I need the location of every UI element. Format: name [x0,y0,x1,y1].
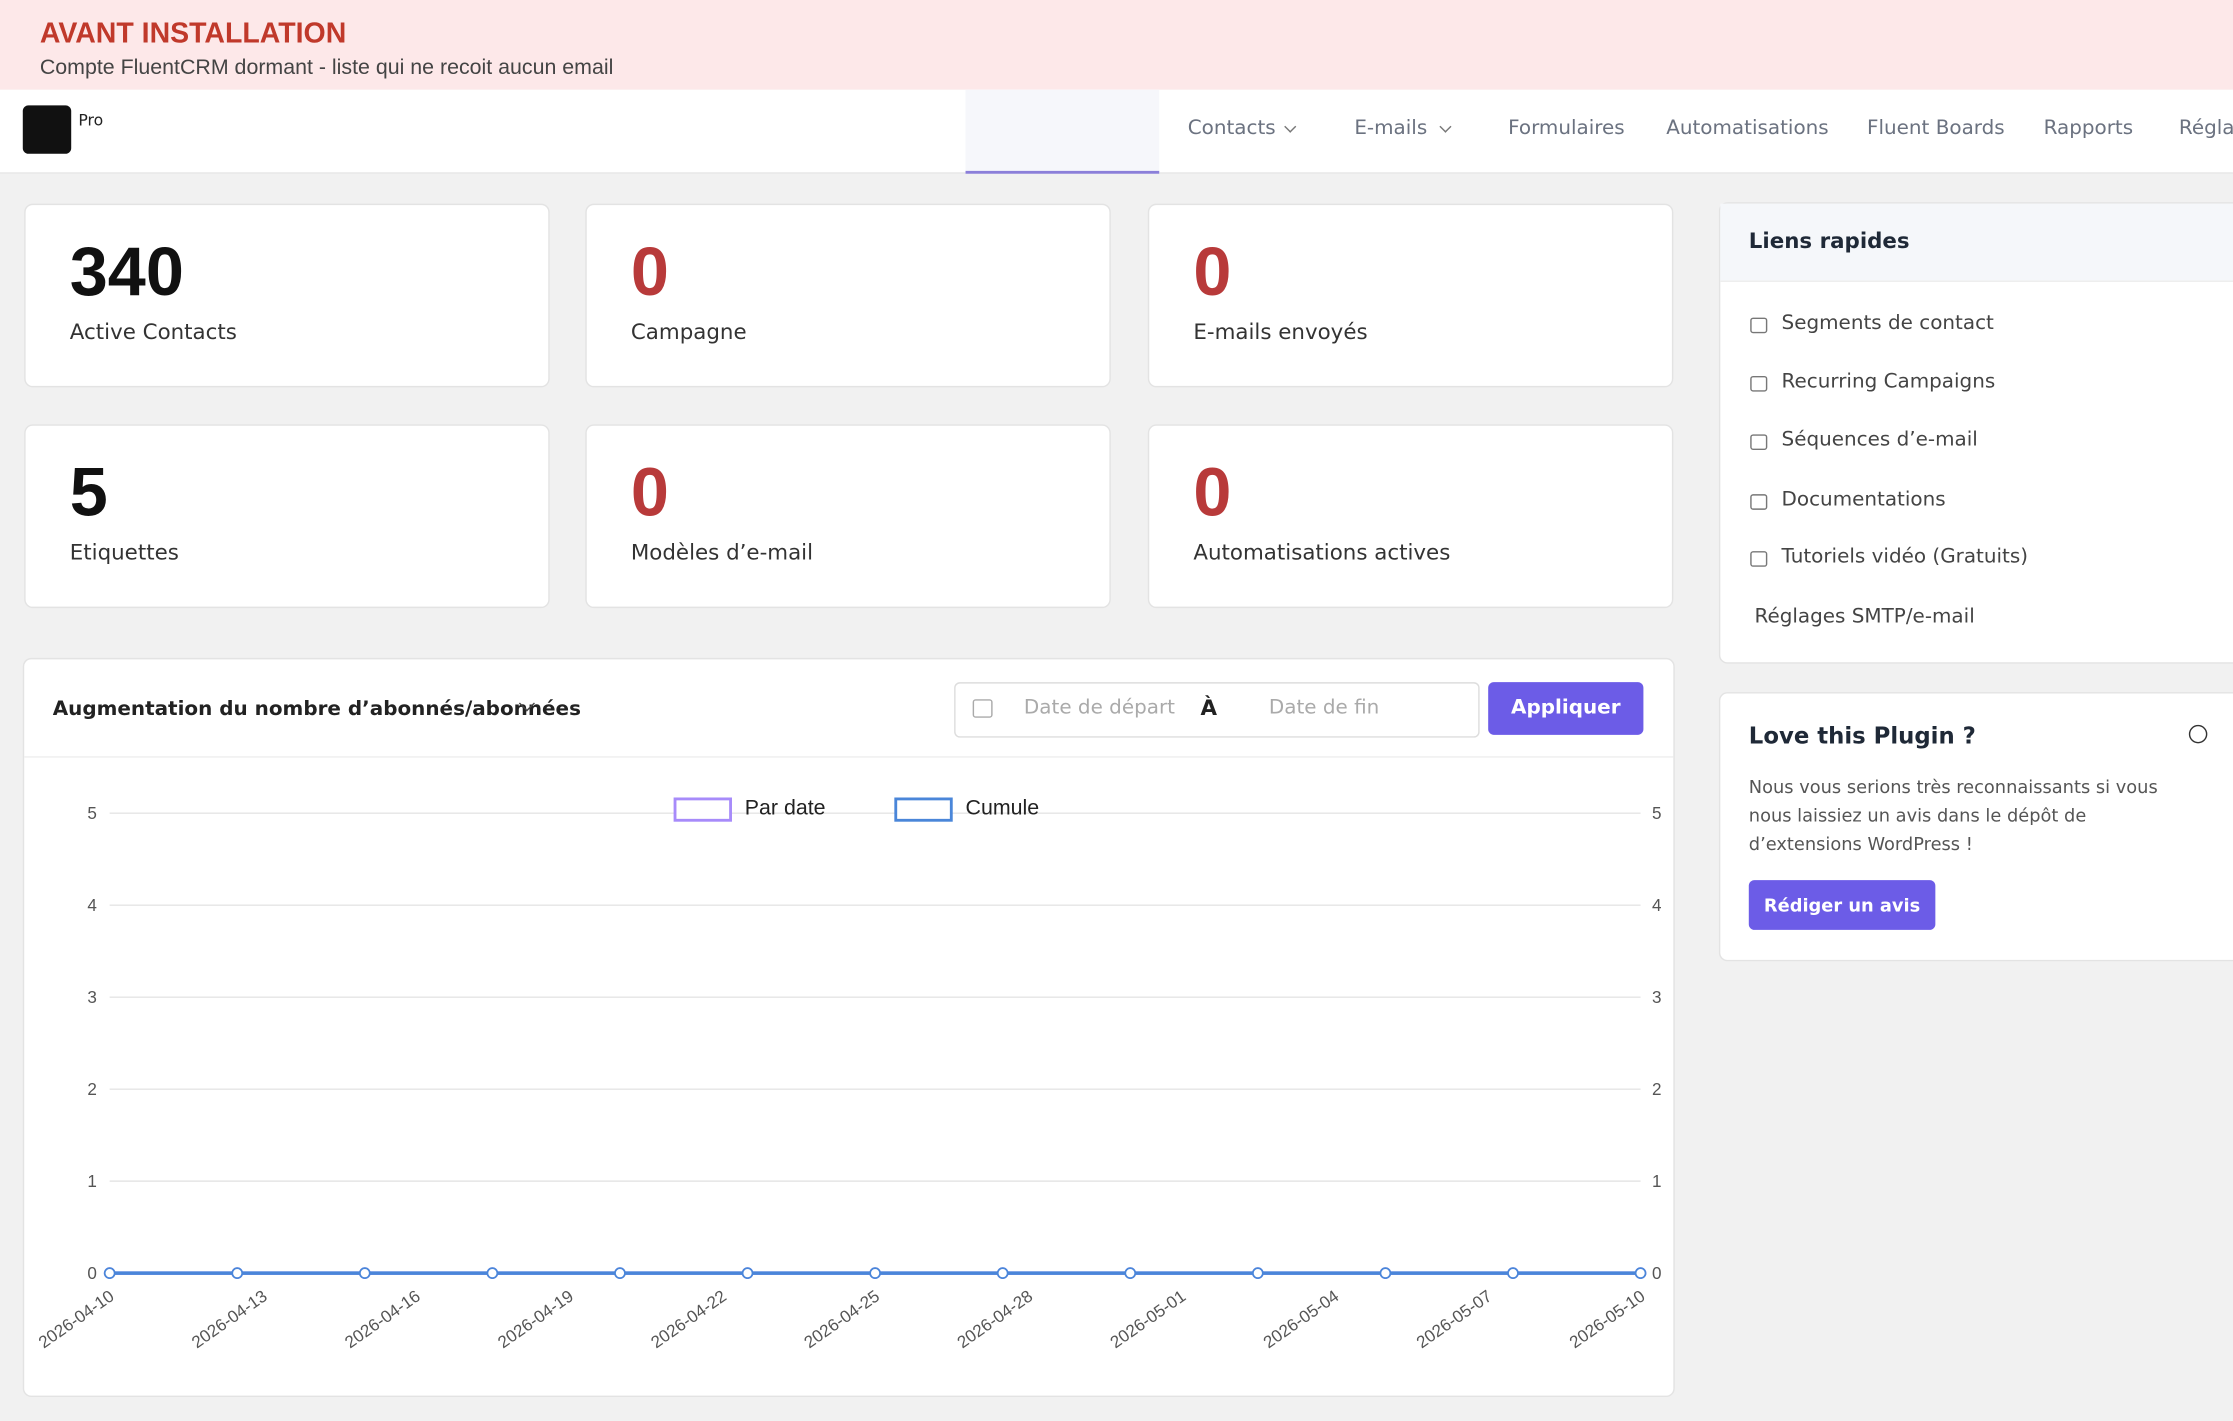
apply-button[interactable]: Appliquer [1488,682,1644,735]
date-separator: À [1200,694,1218,721]
stat-card: 340 Active Contacts [24,203,550,388]
stat-card: 5 Etiquettes [24,424,550,609]
quick-link[interactable]: Tutoriels vidéo (Gratuits) [1781,545,2029,569]
x-tick-label: 2026-04-25 [801,1286,883,1352]
y2-tick-label: 1 [1652,1172,1662,1191]
banner [0,0,2233,90]
quick-link[interactable]: Séquences d’e-mail [1781,428,1978,452]
y2-tick-label: 2 [1652,1080,1662,1099]
y2-tick-label: 0 [1652,1264,1662,1283]
y2-tick-label: 4 [1652,896,1662,915]
point [103,1267,116,1279]
point [1507,1267,1519,1279]
link-icon [1750,375,1768,392]
banner-title: AVANT INSTALLATION [39,18,347,50]
point [741,1267,754,1279]
quick-links-title: Liens rapides [1748,227,1910,254]
stat-card: 0 Modèles d’e-mail [585,424,1111,609]
logo[interactable] [22,105,72,154]
date-start[interactable]: Date de départ [1023,696,1175,720]
chart-title[interactable]: Augmentation du nombre d’abonnés/abonnée… [52,697,581,721]
active-tab [965,89,1160,174]
quick-link[interactable]: Réglages SMTP/e-mail [1754,605,1975,629]
point [996,1267,1009,1279]
nav-item[interactable]: Automatisations [1666,116,1829,140]
x-tick-label: 2026-05-07 [1413,1286,1495,1352]
link-icon [1750,551,1768,567]
point [231,1267,244,1279]
x-tick-label: 2026-04-28 [954,1286,1036,1352]
y2-tick-label: 3 [1652,988,1662,1007]
x-tick-label: 2026-05-01 [1107,1286,1189,1352]
date-range[interactable] [954,682,1480,738]
close-icon[interactable] [2188,724,2208,744]
stat-label: Etiquettes [69,539,179,566]
legend-swatch [673,797,732,822]
stat-label: Active Contacts [69,318,237,345]
link-icon [1750,317,1768,334]
stat-label: Campagne [630,318,747,345]
stat-value: 0 [1193,455,1232,532]
point [1251,1267,1264,1279]
legend-label: Cumule [966,796,1040,820]
legend-label: Par date [745,796,826,820]
stat-card: 0 Campagne [585,203,1111,388]
divider [24,756,1674,758]
review-text: Nous vous serions très reconnaissants si… [1748,776,2158,855]
logo-badge: Pro [78,111,104,130]
stat-value: 5 [69,455,108,532]
point [358,1267,371,1279]
link-icon [1750,494,1768,510]
y-tick-label: 2 [87,1080,97,1099]
quick-link[interactable]: Documentations [1781,488,1946,512]
quick-link[interactable]: Segments de contact [1781,311,1994,335]
x-tick-label: 2026-05-04 [1260,1286,1342,1352]
review-button[interactable]: Rédiger un avis [1748,880,1936,930]
stat-label: Automatisations actives [1193,539,1451,566]
calendar-icon [972,699,993,718]
stat-value: 0 [630,234,669,311]
point [869,1267,881,1279]
x-tick-label: 2026-04-16 [341,1286,423,1352]
y-tick-label: 4 [87,896,97,915]
banner-subtitle: Compte FluentCRM dormant - liste qui ne … [39,55,614,80]
point [614,1267,626,1279]
stat-value: 340 [69,234,184,311]
quick-link[interactable]: Recurring Campaigns [1781,370,1996,394]
link-icon [1750,434,1768,451]
nav-item[interactable]: Contacts [1187,116,1276,140]
point [1124,1267,1137,1279]
point [486,1267,499,1279]
point [1379,1267,1392,1279]
y-tick-label: 3 [87,988,97,1007]
stat-label: Modèles d’e-mail [630,539,814,566]
x-tick-label: 2026-04-22 [648,1286,730,1352]
stat-value: 0 [1193,234,1232,311]
y-tick-label: 1 [87,1172,97,1191]
x-tick-label: 2026-04-19 [494,1286,576,1352]
stat-value: 0 [630,455,669,532]
point [1634,1267,1647,1279]
nav-item[interactable]: Formulaires [1508,116,1625,140]
x-tick-label: 2026-04-10 [35,1286,117,1352]
stat-label: E-mails envoyés [1193,318,1368,345]
nav-item[interactable]: Fluent Boards [1866,116,2005,140]
x-tick-label: 2026-05-10 [1566,1286,1648,1352]
nav-item[interactable]: Rapports [2043,116,2134,140]
x-tick-label: 2026-04-13 [188,1286,270,1352]
date-end[interactable]: Date de fin [1268,696,1380,720]
y2-tick-label: 5 [1652,804,1662,823]
y-tick-label: 5 [87,804,97,823]
nav-item[interactable]: Réglages [2178,116,2233,140]
y-tick-label: 0 [87,1264,97,1283]
legend-swatch [894,797,953,822]
stat-card: 0 Automatisations actives [1147,424,1674,609]
stat-card: 0 E-mails envoyés [1147,203,1674,388]
nav-item[interactable]: E-mails [1354,116,1428,140]
quick-links-header [1720,203,2233,282]
review-title: Love this Plugin ? [1748,722,1976,750]
